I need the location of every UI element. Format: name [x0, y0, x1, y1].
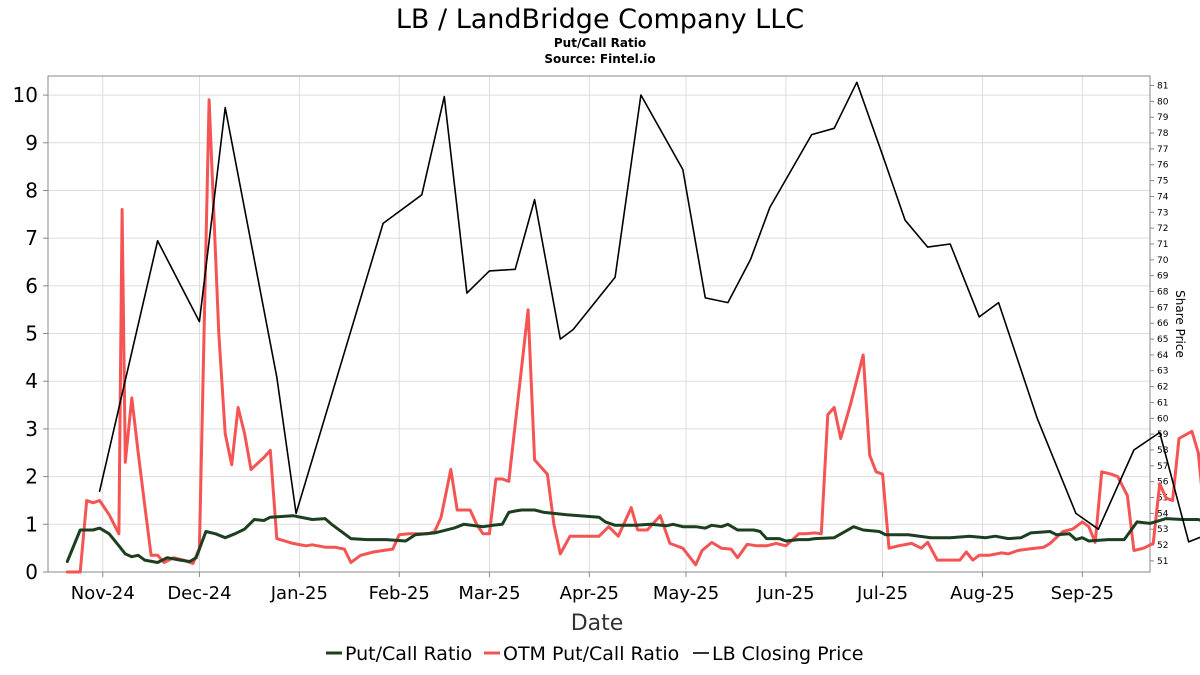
y-axis-right: 51 52 53 54 55 56 57 58 59 60 61 62 63 64 65 66 67 68 69 70…: [1150, 82, 1169, 567]
y2-tick-label: 61: [1157, 398, 1168, 408]
legend-label: Put/Call Ratio: [345, 643, 472, 665]
y2-tick-label: 68: [1157, 288, 1169, 298]
y2-tick-label: 69: [1157, 272, 1169, 282]
y2-tick-label: 57: [1157, 462, 1168, 472]
y2-tick-label: 71: [1157, 240, 1168, 250]
y2-tick-label: 51: [1157, 557, 1168, 567]
x-tick-label: Mar-25: [458, 583, 520, 604]
chart-subtitle: Put/Call Ratio: [554, 36, 646, 50]
y-tick-label: 5: [25, 322, 38, 346]
y2-tick-label: 66: [1157, 319, 1169, 329]
x-tick-label: Aug-25: [950, 583, 1015, 604]
y2-tick-label: 76: [1157, 161, 1169, 171]
grid-lines: [48, 76, 1150, 573]
y-tick-label: 7: [25, 226, 38, 250]
y2-tick-label: 65: [1157, 335, 1168, 345]
y-axis-left: 0 1 2 3 4 5 6 7 8 9 10: [13, 83, 48, 584]
y-tick-label: 9: [25, 131, 38, 155]
y-tick-label: 2: [25, 465, 38, 489]
y2-tick-label: 78: [1157, 129, 1169, 139]
x-tick-label: May-25: [653, 583, 719, 604]
series-line: [65, 98, 1200, 574]
y2-tick-label: 56: [1157, 478, 1169, 488]
y-tick-label: 1: [25, 512, 38, 536]
y-tick-label: 6: [25, 274, 38, 298]
y2-tick-label: 73: [1157, 208, 1168, 218]
x-tick-label: Jun-25: [756, 583, 815, 604]
x-tick-label: Nov-24: [71, 583, 135, 604]
y2-tick-label: 62: [1157, 383, 1168, 393]
y2-tick-label: 52: [1157, 541, 1168, 551]
y2-tick-label: 58: [1157, 446, 1169, 456]
y2-tick-label: 70: [1157, 256, 1169, 266]
series-lines: [65, 81, 1200, 574]
x-tick-label: Dec-24: [167, 583, 231, 604]
y2-tick-label: 59: [1157, 430, 1169, 440]
y2-tick-label: 72: [1157, 224, 1168, 234]
y2-tick-label: 63: [1157, 367, 1168, 377]
x-axis: Nov-24 Dec-24 Jan-25 Feb-25 Mar-25 Apr-25 May-…: [71, 572, 1114, 604]
y2-tick-label: 79: [1157, 113, 1169, 123]
y2-tick-label: 54: [1157, 509, 1169, 519]
plot-area-frame: [47, 75, 1151, 573]
y2-tick-label: 77: [1157, 145, 1168, 155]
y-tick-label: 0: [25, 560, 38, 584]
series-line: [65, 508, 1200, 564]
legend-label: LB Closing Price: [712, 643, 864, 665]
x-axis-label: Date: [571, 611, 624, 636]
y2-tick-label: 81: [1157, 82, 1168, 92]
x-tick-label: Sep-25: [1051, 583, 1114, 604]
y-tick-label: 4: [25, 369, 38, 393]
y2-tick-label: 67: [1157, 303, 1168, 313]
chart-title: LB / LandBridge Company LLC: [396, 4, 804, 35]
chart-source: Source: Fintel.io: [544, 52, 655, 66]
x-tick-label: Jan-25: [270, 583, 328, 604]
y-tick-label: 8: [25, 178, 38, 202]
y-tick-label: 10: [13, 83, 38, 107]
y2-tick-label: 64: [1157, 351, 1169, 361]
legend-label: OTM Put/Call Ratio: [503, 643, 679, 665]
y2-tick-label: 55: [1157, 494, 1168, 504]
legend: Put/Call Ratio OTM Put/Call Ratio LB Closi…: [326, 643, 864, 665]
x-tick-label: Apr-25: [560, 583, 619, 604]
x-tick-label: Feb-25: [369, 583, 430, 604]
y2-axis-label: Share Price: [1173, 290, 1187, 358]
y2-tick-label: 80: [1157, 97, 1169, 107]
y2-tick-label: 60: [1157, 414, 1169, 424]
x-tick-label: Jul-25: [856, 583, 908, 604]
y2-tick-label: 53: [1157, 525, 1168, 535]
series-line: [98, 81, 1200, 543]
y2-tick-label: 75: [1157, 177, 1168, 187]
y2-tick-label: 74: [1157, 192, 1169, 202]
y-tick-label: 3: [25, 417, 38, 441]
